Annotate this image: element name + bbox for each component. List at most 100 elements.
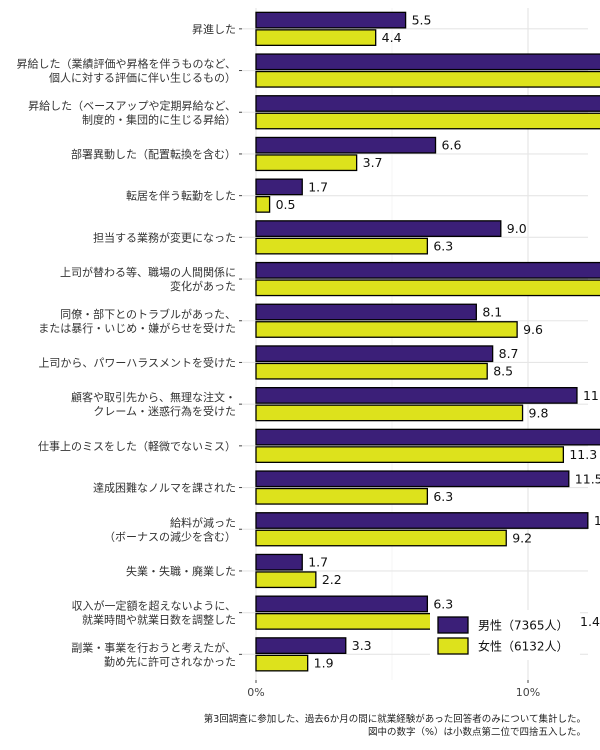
bar-female	[255, 654, 309, 672]
category-label: 達成困難なノルマを課された	[93, 481, 236, 495]
category-label: 上司から、パワーハラスメントを受けた	[38, 356, 236, 369]
bar-male	[255, 11, 407, 29]
category-label-line: 就業時間や就業日数を調整した	[82, 613, 236, 627]
bar-female	[255, 404, 524, 422]
bar-female	[255, 362, 488, 380]
category-label-line: 勤め先に許可されなかった	[104, 655, 236, 668]
bar-male	[255, 595, 429, 613]
category-label-line: 担当する業務が変更になった	[93, 230, 236, 244]
footnote: 第3回調査に参加した、過去6か月の間に就業経験があった回答者のみについて集計した…	[204, 713, 586, 725]
bar-male	[255, 345, 494, 363]
value-label-female: 6.3	[433, 489, 453, 504]
category-label-line: 同僚・部下とのトラブルがあった、	[60, 307, 236, 321]
legend-swatch-female	[437, 637, 469, 655]
bar-female	[255, 195, 271, 213]
bar-male	[255, 470, 570, 488]
category-label: 昇進した	[192, 23, 236, 36]
bar-male	[255, 303, 477, 321]
bar-female	[255, 487, 429, 505]
bar-male	[255, 386, 578, 404]
value-label-female: 0.5	[276, 197, 296, 212]
bar-male	[255, 512, 589, 529]
category-label-line: 昇進した	[192, 23, 236, 36]
bar-female	[255, 70, 600, 88]
category-label-line: 部署異動した（配置転換を含む）	[71, 147, 236, 161]
bar-male	[255, 428, 600, 446]
category-label: 給料が減った（ボーナスの減少を含む）	[104, 515, 236, 543]
value-label-female: 9.2	[512, 531, 532, 546]
category-label-line: 給料が減った	[170, 515, 236, 529]
value-label-male: 9.0	[507, 221, 527, 236]
bar-female	[255, 446, 565, 464]
value-label-male: 8.7	[499, 346, 519, 361]
bar-male	[255, 136, 437, 154]
category-label-line: 顧客や取引先から、無理な注文・	[71, 390, 236, 404]
value-label-male: 5.5	[412, 13, 432, 28]
category-label-line: クレーム・迷惑行為を受けた	[93, 404, 236, 418]
legend-label-male: 男性（7365人）	[478, 619, 569, 633]
value-label-male: 8.1	[482, 305, 502, 320]
bar-male	[255, 178, 303, 196]
category-label: 担当する業務が変更になった	[93, 230, 236, 244]
category-label-line: 失業・失職・廃業した	[126, 564, 236, 578]
category-label-line: 制度的・集団的に生じる昇給）	[82, 112, 236, 126]
category-label: 転居を伴う転勤をした	[126, 190, 236, 203]
value-label-female: 2.2	[322, 572, 342, 587]
category-label-line: 上司から、パワーハラスメントを受けた	[38, 356, 236, 369]
bar-male	[255, 637, 347, 654]
value-label-female: 6.3	[433, 239, 453, 254]
category-label: 仕事上のミスをした（軽微でないミス）	[38, 439, 236, 453]
value-label-female: 8.5	[493, 364, 513, 379]
category-label-line: 仕事上のミスをした（軽微でないミス）	[38, 439, 236, 453]
bar-female	[255, 571, 317, 589]
category-label: 昇給した（ベースアップや定期昇給など、制度的・集団的に生じる昇給）	[28, 98, 236, 126]
value-label-female: 11.3	[569, 447, 597, 462]
bar-female	[255, 529, 507, 547]
bar-female	[255, 279, 600, 297]
bar-male	[255, 553, 303, 571]
category-label-line: または暴行・いじめ・嫌がらせを受けた	[38, 321, 236, 335]
value-label-female: 1.9	[314, 656, 334, 671]
footnote: 図中の数字（%）は小数点第二位で四捨五入した。	[368, 726, 586, 738]
value-label-female: 9.8	[529, 405, 549, 420]
bar-female	[255, 237, 429, 255]
bar-male	[255, 95, 600, 112]
bar-male	[255, 220, 502, 238]
category-label: 同僚・部下とのトラブルがあった、または暴行・いじめ・嫌がらせを受けた	[38, 307, 236, 335]
category-label-line: 副業・事業を行おうと考えたが、	[71, 640, 236, 654]
value-label-male: 1.7	[308, 179, 328, 194]
value-label-female: 4.4	[382, 30, 402, 45]
category-label-line: 収入が一定額を超えないように、	[72, 599, 236, 613]
legend-label-female: 女性（6132人）	[478, 639, 569, 654]
value-label-male: 11.5	[575, 471, 600, 486]
category-label: 顧客や取引先から、無理な注文・クレーム・迷惑行為を受けた	[71, 390, 236, 418]
category-label-line: （ボーナスの減少を含む）	[104, 529, 236, 543]
bar-male	[255, 53, 600, 71]
value-label-male: 6.3	[433, 596, 453, 611]
category-label-line: 達成困難なノルマを課された	[93, 481, 236, 495]
value-label-male: 3.3	[352, 638, 372, 653]
value-label-male: 1.7	[308, 555, 328, 570]
category-label: 上司が替わる等、職場の人間関係に変化があった	[60, 265, 236, 293]
value-label-female: 9.6	[523, 322, 543, 337]
category-label: 失業・失職・廃業した	[126, 564, 236, 578]
category-label-line: 上司が替わる等、職場の人間関係に	[60, 265, 236, 279]
category-label-line: 昇給した（業績評価や昇格を伴うものなど、	[17, 57, 236, 71]
category-label: 収入が一定額を超えないように、就業時間や就業日数を調整した	[72, 599, 236, 627]
bar-male	[255, 261, 600, 279]
category-label: 昇給した（業績評価や昇格を伴うものなど、個人に対する評価に伴い生じるもの）	[17, 57, 236, 85]
category-label-line: 個人に対する評価に伴い生じるもの）	[49, 71, 236, 85]
value-label-male: 12.2	[594, 513, 600, 528]
bar-female	[255, 29, 377, 47]
x-tick-label: 0%	[247, 686, 264, 699]
category-label-line: 転居を伴う転勤をした	[126, 190, 236, 203]
value-label-male: 11.8	[583, 388, 600, 403]
legend-swatch-male	[437, 616, 469, 634]
category-label-line: 変化があった	[170, 279, 236, 293]
category-label-line: 昇給した（ベースアップや定期昇給など、	[28, 98, 236, 112]
category-label: 部署異動した（配置転換を含む）	[71, 147, 236, 161]
value-label-female: 3.7	[363, 155, 383, 170]
bar-female	[255, 112, 600, 130]
